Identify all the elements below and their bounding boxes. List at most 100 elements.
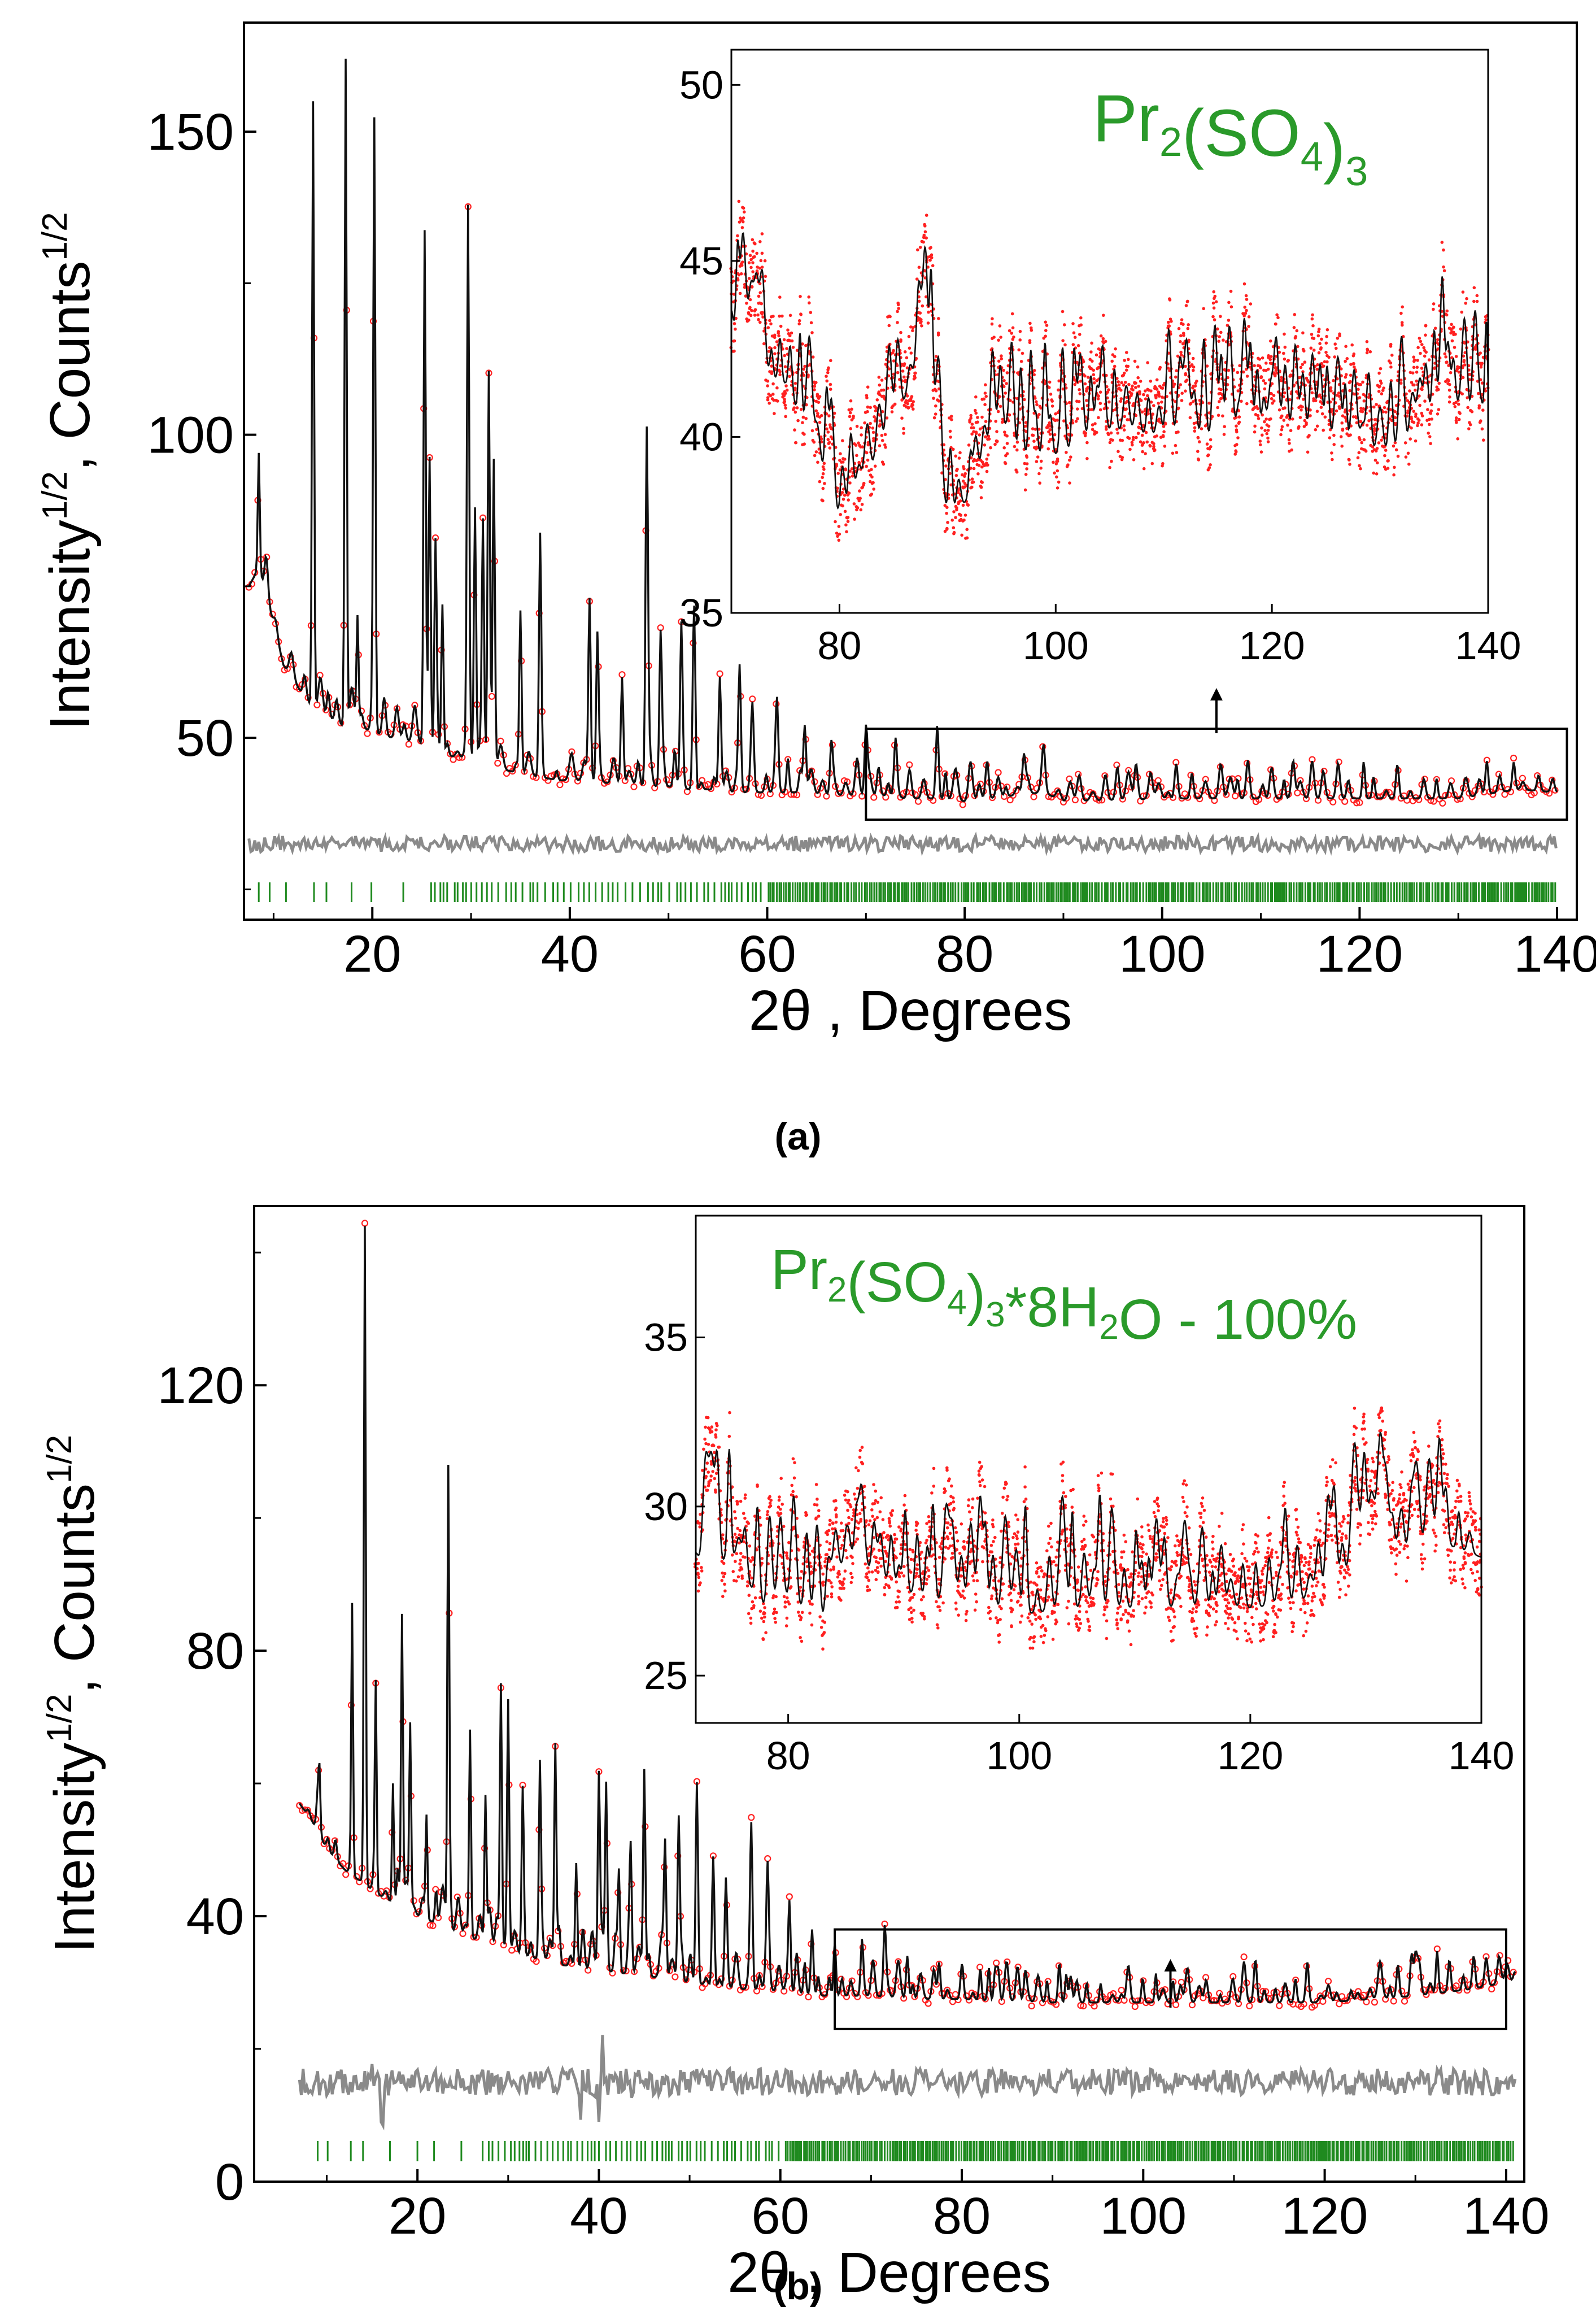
inset-observed-point bbox=[737, 199, 741, 203]
inset-observed-point bbox=[1257, 417, 1261, 420]
inset-observed-point bbox=[1141, 450, 1144, 454]
inset-observed-point bbox=[1090, 341, 1093, 345]
inset-observed-point bbox=[914, 356, 918, 360]
inset-observed-point bbox=[1216, 406, 1219, 410]
inset-observed-point bbox=[1179, 340, 1182, 343]
inset-observed-point bbox=[866, 443, 870, 447]
inset-x-tick-label: 80 bbox=[817, 624, 861, 668]
inset-observed-point bbox=[970, 432, 974, 436]
inset-observed-point bbox=[1181, 323, 1185, 326]
inset-observed-point bbox=[803, 442, 806, 446]
inset-observed-point bbox=[700, 1566, 703, 1569]
inset-observed-point bbox=[736, 1526, 739, 1530]
inset-observed-point bbox=[1269, 417, 1272, 421]
inset-observed-point bbox=[1002, 368, 1005, 372]
inset-observed-point bbox=[1123, 415, 1127, 419]
inset-observed-point bbox=[1186, 327, 1190, 330]
inset-observed-point bbox=[1348, 389, 1351, 393]
inset-observed-point bbox=[758, 240, 762, 243]
observed-point bbox=[364, 730, 371, 737]
inset-observed-point bbox=[1009, 399, 1012, 402]
inset-observed-point bbox=[1462, 354, 1466, 358]
inset-observed-point bbox=[934, 358, 937, 362]
inset-observed-point bbox=[858, 497, 862, 500]
inset-observed-point bbox=[826, 438, 830, 441]
inset-observed-point bbox=[1464, 302, 1467, 305]
inset-observed-point bbox=[750, 308, 753, 312]
inset-observed-point bbox=[1410, 381, 1414, 384]
inset-observed-point bbox=[752, 1604, 756, 1608]
inset-observed-point bbox=[1085, 441, 1089, 445]
inset-observed-point bbox=[1406, 409, 1410, 413]
inset-observed-point bbox=[757, 317, 760, 321]
inset-observed-point bbox=[1028, 321, 1032, 325]
inset-observed-point bbox=[1332, 433, 1336, 437]
inset-observed-point bbox=[1153, 449, 1156, 452]
inset-observed-point bbox=[925, 236, 928, 240]
inset-observed-point bbox=[1146, 412, 1150, 416]
inset-observed-point bbox=[1420, 343, 1424, 346]
inset-observed-point bbox=[736, 234, 739, 238]
inset-observed-point bbox=[1393, 441, 1397, 445]
inset-observed-point bbox=[883, 433, 887, 436]
inset-observed-point bbox=[1180, 399, 1184, 402]
inset-observed-point bbox=[1305, 421, 1308, 425]
inset-observed-point bbox=[965, 536, 969, 539]
inset-observed-point bbox=[996, 439, 999, 443]
inset-observed-point bbox=[801, 415, 805, 419]
inset-observed-point bbox=[733, 1510, 736, 1513]
inset-observed-point bbox=[1277, 350, 1281, 354]
y-tick-label: 150 bbox=[147, 103, 234, 161]
inset-observed-point bbox=[773, 1607, 777, 1611]
inset-observed-point bbox=[1207, 401, 1211, 405]
inset-observed-point bbox=[753, 255, 756, 259]
inset-observed-point bbox=[952, 526, 956, 529]
inset-observed-point bbox=[1237, 415, 1241, 419]
inset-observed-point bbox=[1210, 415, 1214, 419]
inset-observed-point bbox=[1406, 451, 1410, 455]
inset-observed-point bbox=[1061, 310, 1065, 314]
inset-observed-point bbox=[1384, 410, 1388, 414]
inset-observed-point bbox=[854, 443, 858, 447]
calculated-curve bbox=[298, 1226, 1516, 2004]
inset-observed-point bbox=[1404, 455, 1408, 459]
inset-observed-point bbox=[1429, 411, 1433, 415]
inset-observed-point bbox=[818, 420, 822, 424]
inset-observed-point bbox=[1219, 315, 1222, 318]
inset-observed-point bbox=[1028, 341, 1032, 345]
inset-observed-point bbox=[734, 1560, 737, 1563]
inset-observed-point bbox=[735, 1579, 738, 1583]
inset-observed-point bbox=[1035, 403, 1039, 407]
inset-observed-point bbox=[1073, 382, 1076, 386]
inset-observed-point bbox=[1213, 318, 1216, 321]
observed-point bbox=[1213, 1997, 1220, 2005]
inset-observed-point bbox=[1037, 413, 1041, 416]
inset-observed-point bbox=[1027, 443, 1030, 447]
inset-observed-point bbox=[871, 430, 875, 434]
inset-observed-point bbox=[980, 415, 984, 419]
inset-observed-point bbox=[974, 395, 978, 399]
inset-observed-point bbox=[742, 206, 745, 210]
inset-observed-point bbox=[853, 517, 856, 521]
inset-observed-point bbox=[721, 1537, 725, 1540]
inset-observed-point bbox=[1144, 389, 1147, 393]
inset-observed-point bbox=[1329, 389, 1333, 393]
inset-observed-point bbox=[1117, 383, 1121, 387]
inset-observed-point bbox=[1108, 465, 1111, 469]
inset-observed-point bbox=[1337, 391, 1341, 395]
inset-observed-point bbox=[1377, 441, 1381, 445]
inset-observed-point bbox=[699, 1581, 702, 1585]
observed-point bbox=[1356, 799, 1363, 806]
inset-observed-point bbox=[697, 1561, 700, 1565]
inset-observed-point bbox=[1015, 448, 1019, 452]
inset-observed-point bbox=[1412, 365, 1416, 369]
inset-observed-point bbox=[1113, 355, 1117, 358]
x-tick-label: 40 bbox=[570, 2187, 627, 2245]
inset-observed-point bbox=[1462, 359, 1466, 362]
inset-observed-point bbox=[1192, 400, 1195, 403]
inset-observed-point bbox=[770, 372, 774, 375]
inset-observed-point bbox=[1209, 445, 1213, 449]
inset-observed-point bbox=[902, 426, 905, 430]
inset-observed-point bbox=[1244, 294, 1248, 298]
inset-observed-point bbox=[1270, 392, 1273, 395]
